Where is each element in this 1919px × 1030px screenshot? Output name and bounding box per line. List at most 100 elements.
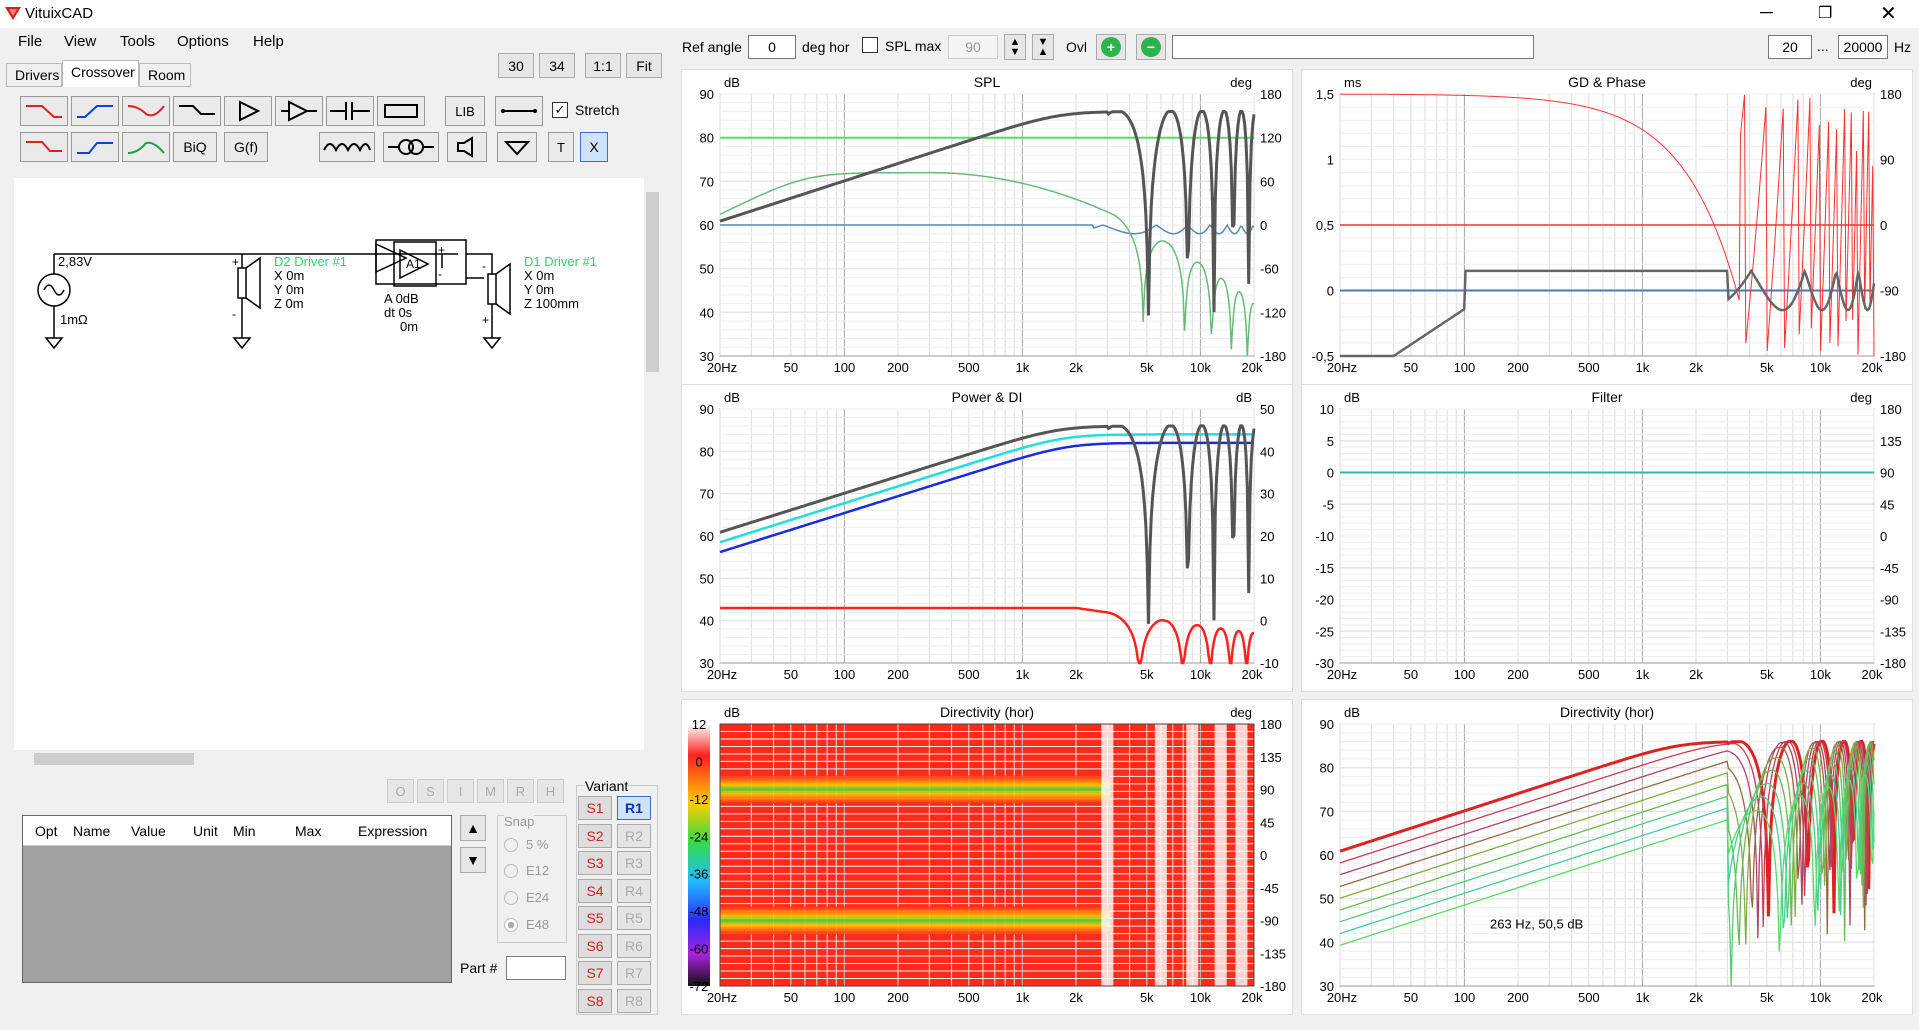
- inductor-button[interactable]: [319, 132, 375, 162]
- ref-angle-input[interactable]: [748, 35, 796, 59]
- close-icon[interactable]: ✕: [1880, 3, 1897, 25]
- tab-room[interactable]: Room: [139, 63, 191, 87]
- menu-view[interactable]: View: [64, 33, 97, 50]
- col-expression[interactable]: Expression: [358, 823, 428, 839]
- col-opt[interactable]: Opt: [35, 823, 58, 839]
- vscroll-thumb[interactable]: [646, 192, 659, 372]
- chart-dirmap[interactable]: Directivity (hor) dB deg 180 135 90 45 0 -45 -90 -…: [681, 699, 1293, 1015]
- overlay-add-button[interactable]: +: [1096, 34, 1126, 60]
- chart-power[interactable]: Power & DI dB dB 90 80 70 60 50 40 30 50 40 30 20 10 0-…: [681, 384, 1293, 692]
- move-up-button[interactable]: ▲: [460, 815, 486, 841]
- move-down-button[interactable]: ▼: [460, 847, 486, 873]
- schematic-vscrollbar[interactable]: [644, 178, 661, 750]
- col-min[interactable]: Min: [233, 823, 256, 839]
- gf-button[interactable]: G(f): [224, 132, 268, 162]
- opt-h-button[interactable]: H: [537, 779, 564, 803]
- notch-red-button[interactable]: [122, 96, 170, 126]
- spl-max-checkbox[interactable]: [862, 37, 878, 53]
- opt-i-button[interactable]: I: [447, 779, 474, 803]
- variant-r4-button[interactable]: R4: [617, 878, 651, 903]
- chart-spl-y2tick: -120: [1260, 305, 1286, 320]
- stretch-checkbox[interactable]: ✓: [552, 102, 568, 118]
- menu-options[interactable]: Options: [177, 33, 229, 50]
- variant-s7-button[interactable]: S7: [578, 961, 612, 985]
- variant-r1-button[interactable]: R1: [617, 796, 651, 820]
- snap-5-radio[interactable]: [504, 838, 518, 852]
- variant-s4-button[interactable]: S4: [578, 878, 612, 903]
- variant-r2-button[interactable]: R2: [617, 823, 651, 848]
- chart-dirmap-y2tick: -180: [1260, 979, 1286, 994]
- variant-s1-button[interactable]: S1: [578, 796, 612, 820]
- variant-s5-button[interactable]: S5: [578, 906, 612, 930]
- variant-s3-button[interactable]: S3: [578, 851, 612, 875]
- zoom-fit-button[interactable]: Fit: [626, 53, 662, 78]
- variant-s6-button[interactable]: S6: [578, 933, 612, 958]
- zoom-1to1-button[interactable]: 1:1: [585, 53, 621, 78]
- menu-file[interactable]: File: [18, 33, 43, 50]
- capacitor-button[interactable]: [326, 96, 374, 126]
- opt-r-button[interactable]: R: [507, 779, 534, 803]
- lowpass2-red-button[interactable]: [20, 132, 68, 162]
- col-max[interactable]: Max: [295, 823, 322, 839]
- variant-r6-button[interactable]: R6: [617, 933, 651, 958]
- lowpass-red-button[interactable]: [20, 96, 68, 126]
- ground-button[interactable]: [497, 132, 537, 162]
- shelf-button[interactable]: [173, 96, 221, 126]
- variant-r8-button[interactable]: R8: [617, 988, 651, 1013]
- delete-button[interactable]: X: [580, 132, 608, 162]
- overlay-remove-button[interactable]: −: [1136, 34, 1166, 60]
- highpass-blue-button[interactable]: [71, 96, 119, 126]
- driver-button[interactable]: [447, 132, 487, 162]
- zoom-30-button[interactable]: 30: [498, 53, 534, 78]
- minimize-icon[interactable]: ─: [1760, 2, 1773, 22]
- opt-s-button[interactable]: S: [417, 779, 444, 803]
- chart-filter[interactable]: Filter dB deg 10 5 0 -5 -10 -15 -20 -25 -30 180 135 90…: [1301, 384, 1913, 692]
- parameter-table[interactable]: Opt Name Value Unit Min Max Expression: [22, 815, 452, 983]
- transformer-button[interactable]: [383, 132, 439, 162]
- library-button[interactable]: LIB: [445, 96, 485, 126]
- chart-gd[interactable]: GD & Phase ms deg 1,5 1 0,5 0 -0,5 180 90 0 -90 -180…: [1301, 69, 1913, 385]
- variant-r3-button[interactable]: R3: [617, 851, 651, 875]
- driver2-name[interactable]: D2 Driver #1: [274, 254, 347, 269]
- zoom-34-button[interactable]: 34: [539, 53, 575, 78]
- col-name[interactable]: Name: [73, 823, 111, 839]
- snap-e48-radio[interactable]: [504, 918, 518, 932]
- col-unit[interactable]: Unit: [193, 823, 218, 839]
- opt-o-button[interactable]: O: [387, 779, 414, 803]
- spl-max-stepper[interactable]: ▲ ▼: [1004, 34, 1026, 60]
- freq-from-input[interactable]: [1768, 35, 1812, 59]
- schematic-canvas[interactable]: A1 + - - + + - 2,83V 1mΩ D2 Driver #1 X …: [14, 178, 644, 750]
- menu-tools[interactable]: Tools: [120, 33, 156, 50]
- variant-s2-button[interactable]: S2: [578, 823, 612, 848]
- buffer-button[interactable]: [275, 96, 323, 126]
- tab-crossover[interactable]: Crossover: [62, 60, 139, 87]
- amplifier-button[interactable]: [224, 96, 272, 126]
- chart-spl[interactable]: SPL dB deg 90 80 70 60 50 40 30 180 120 60 0 -60 -120 -1…: [681, 69, 1293, 385]
- chart-dirlines[interactable]: Directivity (hor) dB 90 80 70 60 50 40 30 20Hz 50 1…: [1301, 699, 1913, 1015]
- variant-s8-button[interactable]: S8: [578, 988, 612, 1013]
- variant-r7-button[interactable]: R7: [617, 961, 651, 985]
- spl-max-input[interactable]: [948, 35, 998, 59]
- text-button[interactable]: T: [548, 132, 574, 162]
- biquad-button[interactable]: BiQ: [173, 132, 217, 162]
- chart-power-y2tick: 0: [1260, 614, 1267, 629]
- resistor-button[interactable]: [377, 96, 425, 126]
- hscroll-thumb[interactable]: [34, 753, 194, 765]
- menu-help[interactable]: Help: [253, 33, 284, 50]
- highpass2-blue-button[interactable]: [71, 132, 119, 162]
- tab-drivers[interactable]: Drivers: [6, 63, 62, 87]
- restore-icon[interactable]: ❐: [1818, 5, 1833, 22]
- snap-e12-radio[interactable]: [504, 864, 518, 878]
- freq-to-input[interactable]: [1838, 35, 1888, 59]
- overlay-input[interactable]: [1172, 35, 1534, 59]
- col-value[interactable]: Value: [131, 823, 166, 839]
- schematic-hscrollbar[interactable]: [14, 750, 644, 767]
- snap-e24-radio[interactable]: [504, 891, 518, 905]
- variant-r5-button[interactable]: R5: [617, 906, 651, 930]
- sort-button[interactable]: ▼ ▲: [1032, 34, 1054, 60]
- part-number-input[interactable]: [506, 956, 566, 980]
- wire-button[interactable]: [495, 96, 543, 126]
- driver1-name[interactable]: D1 Driver #1: [524, 254, 597, 269]
- opt-m-button[interactable]: M: [477, 779, 504, 803]
- peak-green-button[interactable]: [122, 132, 170, 162]
